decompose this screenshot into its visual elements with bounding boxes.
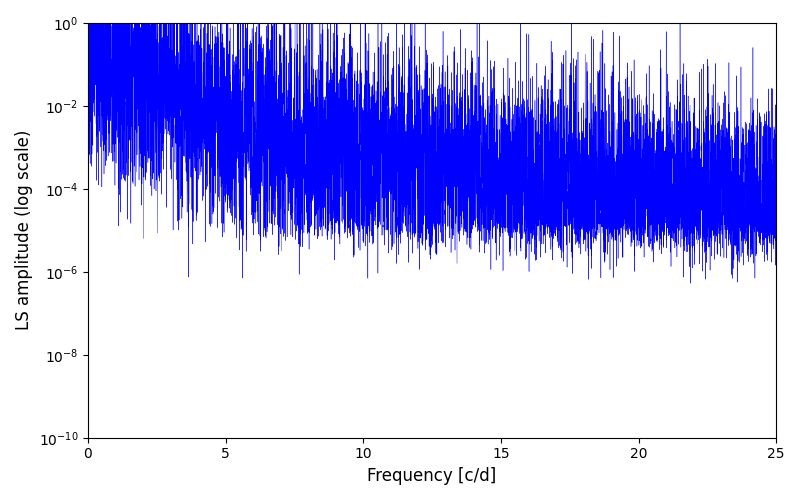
Y-axis label: LS amplitude (log scale): LS amplitude (log scale)	[15, 130, 33, 330]
X-axis label: Frequency [c/d]: Frequency [c/d]	[367, 467, 497, 485]
